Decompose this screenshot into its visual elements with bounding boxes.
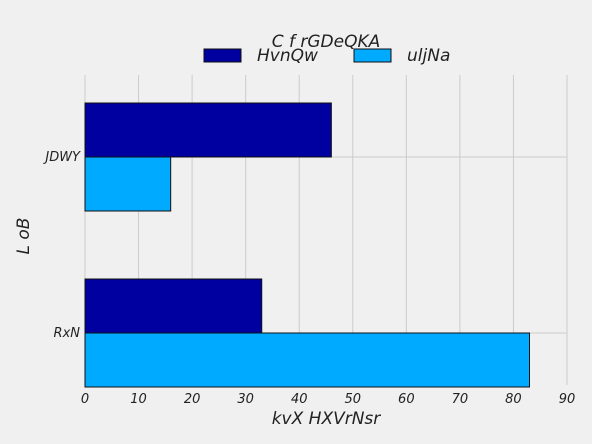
bar-uljNa-JDWY (84, 156, 172, 212)
legend-swatch-HvnQw (203, 48, 242, 63)
bars (84, 102, 531, 388)
bar-HvnQw-JDWY (84, 102, 332, 158)
x-tick-label: 30 (237, 392, 254, 407)
y-axis-label: L oB (14, 218, 34, 255)
x-tick-label: 40 (291, 392, 308, 407)
y-tick-labels: JDWY RxN (42, 150, 81, 341)
x-tick-label: 90 (559, 392, 576, 407)
x-tick-labels: 0 10 20 30 40 50 60 70 80 90 (81, 392, 575, 407)
legend-label-HvnQw: HvnQw (257, 46, 318, 66)
legend-swatch-uljNa (353, 48, 392, 63)
x-tick-label: 10 (130, 392, 147, 407)
x-tick-label: 70 (452, 392, 469, 407)
x-tick-label: 80 (505, 392, 522, 407)
x-tick-label: 50 (345, 392, 362, 407)
bar-uljNa-RxN (84, 332, 531, 388)
x-tick-label: 0 (81, 392, 89, 407)
x-tick-label: 20 (184, 392, 201, 407)
chart-title: C f rGDeQKA (272, 32, 381, 52)
legend-label-uljNa: uljNa (407, 46, 450, 66)
x-axis-label: kvX HXVrNsr (272, 409, 382, 429)
x-tick-label: 60 (398, 392, 415, 407)
y-tick-label: RxN (54, 326, 81, 341)
bar-HvnQw-RxN (84, 278, 263, 334)
y-tick-label: JDWY (42, 150, 81, 165)
legend: HvnQw uljNa (203, 46, 450, 66)
